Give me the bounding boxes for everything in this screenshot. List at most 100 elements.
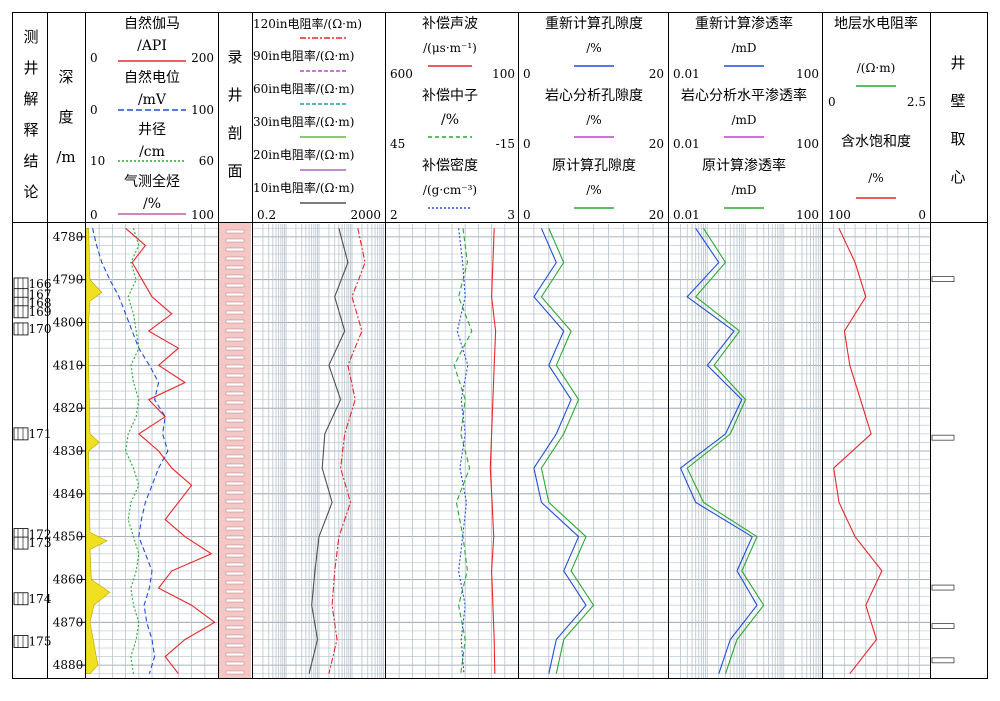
curve-补偿声波 xyxy=(489,228,497,674)
layer-number: 172 xyxy=(29,528,52,542)
litho-header-char-4: 面 xyxy=(227,162,242,180)
lithology-mark xyxy=(225,274,245,279)
lithology-mark xyxy=(225,499,245,504)
por-new-name: 重新计算孔隙度 xyxy=(545,16,643,32)
perm-core-max: 100 xyxy=(796,137,819,151)
layer-number: 173 xyxy=(29,536,52,550)
interp-header-char-6: 论 xyxy=(23,183,38,201)
lithology-mark xyxy=(225,670,245,675)
coring-header: 井 壁 取 心 xyxy=(950,54,965,186)
layer-number: 169 xyxy=(29,305,52,319)
por-core-max: 20 xyxy=(649,137,664,151)
res-120-name: 120in电阻率/(Ω·m) xyxy=(253,16,362,31)
perm-core-min: 0.01 xyxy=(673,137,700,151)
rw-name: 地层水电阻率 xyxy=(834,15,918,32)
litho-header-char-3: 剖 xyxy=(227,124,242,142)
track-2-header: 120in电阻率/(Ω·m) 90in电阻率/(Ω·m) 60in电阻率/(Ω·… xyxy=(253,16,381,222)
den-max: 3 xyxy=(507,208,515,222)
lithology-mark xyxy=(225,328,245,333)
track-1-header: 自然伽马 /API 0 200 自然电位 /mV 0 100 井径 /cm 10… xyxy=(90,15,214,222)
curve-重新计算渗透率 xyxy=(679,227,758,674)
lithology-mark xyxy=(225,319,245,324)
perm-old-name: 原计算渗透率 xyxy=(702,157,786,174)
lithology-mark xyxy=(225,292,245,297)
interp-header-char-4: 释 xyxy=(23,121,38,139)
ac-min: 600 xyxy=(390,67,413,81)
coring-header-char-2: 壁 xyxy=(950,92,965,110)
gr-name: 自然伽马 xyxy=(124,15,180,32)
por-new-unit: /% xyxy=(586,41,601,55)
layer-symbol xyxy=(13,592,29,606)
layer-number: 166 xyxy=(29,277,52,291)
curve-含水饱和度 xyxy=(833,228,883,675)
log-curves xyxy=(85,227,883,675)
lithology-mark xyxy=(225,400,245,405)
den-unit: /(g·cm⁻³) xyxy=(423,183,477,197)
cal-max: 60 xyxy=(199,154,214,168)
lithology-mark xyxy=(225,355,245,360)
ac-unit: /(μs·m⁻¹) xyxy=(423,41,477,55)
curve-井径 xyxy=(125,228,140,674)
lithology-mark xyxy=(225,562,245,567)
gas-min: 0 xyxy=(90,208,98,222)
depth-header-char-1: 深 xyxy=(58,68,73,86)
lithology-mark xyxy=(225,598,245,603)
sidewall-core-marks xyxy=(931,276,955,664)
perm-old-max: 100 xyxy=(796,208,819,222)
gas-fill xyxy=(85,227,111,675)
track-grids xyxy=(86,224,930,678)
lithology-mark xyxy=(225,517,245,522)
lithology-mark xyxy=(225,265,245,270)
sp-min: 0 xyxy=(90,103,98,117)
cnl-unit: /% xyxy=(441,112,459,128)
interp-header-char-1: 测 xyxy=(23,28,38,46)
curve-原计算渗透率 xyxy=(686,228,765,674)
layer-symbol xyxy=(13,305,29,319)
depth-tick-label: 4790 xyxy=(53,273,84,287)
lithology-mark xyxy=(225,346,245,351)
res-60-name: 60in电阻率/(Ω·m) xyxy=(253,81,354,96)
lithology-pattern xyxy=(225,229,245,675)
res-max: 2000 xyxy=(350,208,381,222)
curve-120in电阻率 xyxy=(328,228,366,674)
sw-min: 100 xyxy=(828,208,851,222)
lithology-mark xyxy=(225,238,245,243)
track-6-header: 地层水电阻率 /(Ω·m) 0 2.5 含水饱和度 /% 100 0 xyxy=(828,15,926,222)
lithology-mark xyxy=(225,634,245,639)
interp-header-char-2: 井 xyxy=(23,59,38,77)
lithology-mark xyxy=(225,472,245,477)
curve-补偿密度 xyxy=(456,228,469,674)
interp-header-char-5: 结 xyxy=(23,152,38,170)
depth-header: 深 度 /m xyxy=(56,68,75,166)
cal-min: 10 xyxy=(90,154,105,168)
lithology-mark xyxy=(225,481,245,486)
depth-tick-label: 4870 xyxy=(53,615,84,629)
curve-原计算孔隙度 xyxy=(540,228,595,674)
lithology-mark xyxy=(225,427,245,432)
perm-new-max: 100 xyxy=(796,67,819,81)
lithology-mark xyxy=(225,373,245,378)
den-name: 补偿密度 xyxy=(422,157,478,174)
layer-symbol xyxy=(13,635,29,648)
cnl-min: 45 xyxy=(390,137,405,151)
rw-max: 2.5 xyxy=(907,95,926,109)
curve-重新计算孔隙度 xyxy=(533,228,587,674)
res-20-name: 20in电阻率/(Ω·m) xyxy=(253,147,354,162)
lithology-mark xyxy=(225,652,245,657)
track-5-header: 重新计算渗透率 /mD 0.01 100 岩心分析水平渗透率 /mD 0.01 … xyxy=(673,15,819,222)
depth-tick-label: 4810 xyxy=(53,358,84,372)
cal-unit: /cm xyxy=(139,144,165,160)
lithology-mark xyxy=(225,229,245,234)
track-4-header: 重新计算孔隙度 /% 0 20 岩心分析孔隙度 /% 0 20 原计算孔隙度 /… xyxy=(523,16,664,222)
cnl-max: -15 xyxy=(496,137,515,151)
depth-tick-label: 4830 xyxy=(53,444,84,458)
por-core-unit: /% xyxy=(586,113,601,127)
lithology-mark xyxy=(225,535,245,540)
interp-header-char-3: 解 xyxy=(23,90,38,108)
core-mark xyxy=(931,657,955,664)
por-old-max: 20 xyxy=(649,208,664,222)
depth-header-char-2: 度 xyxy=(58,108,73,126)
lithology-mark xyxy=(225,409,245,414)
interpretation-header: 测 井 解 释 结 论 xyxy=(23,28,38,201)
lithology-mark xyxy=(225,247,245,252)
